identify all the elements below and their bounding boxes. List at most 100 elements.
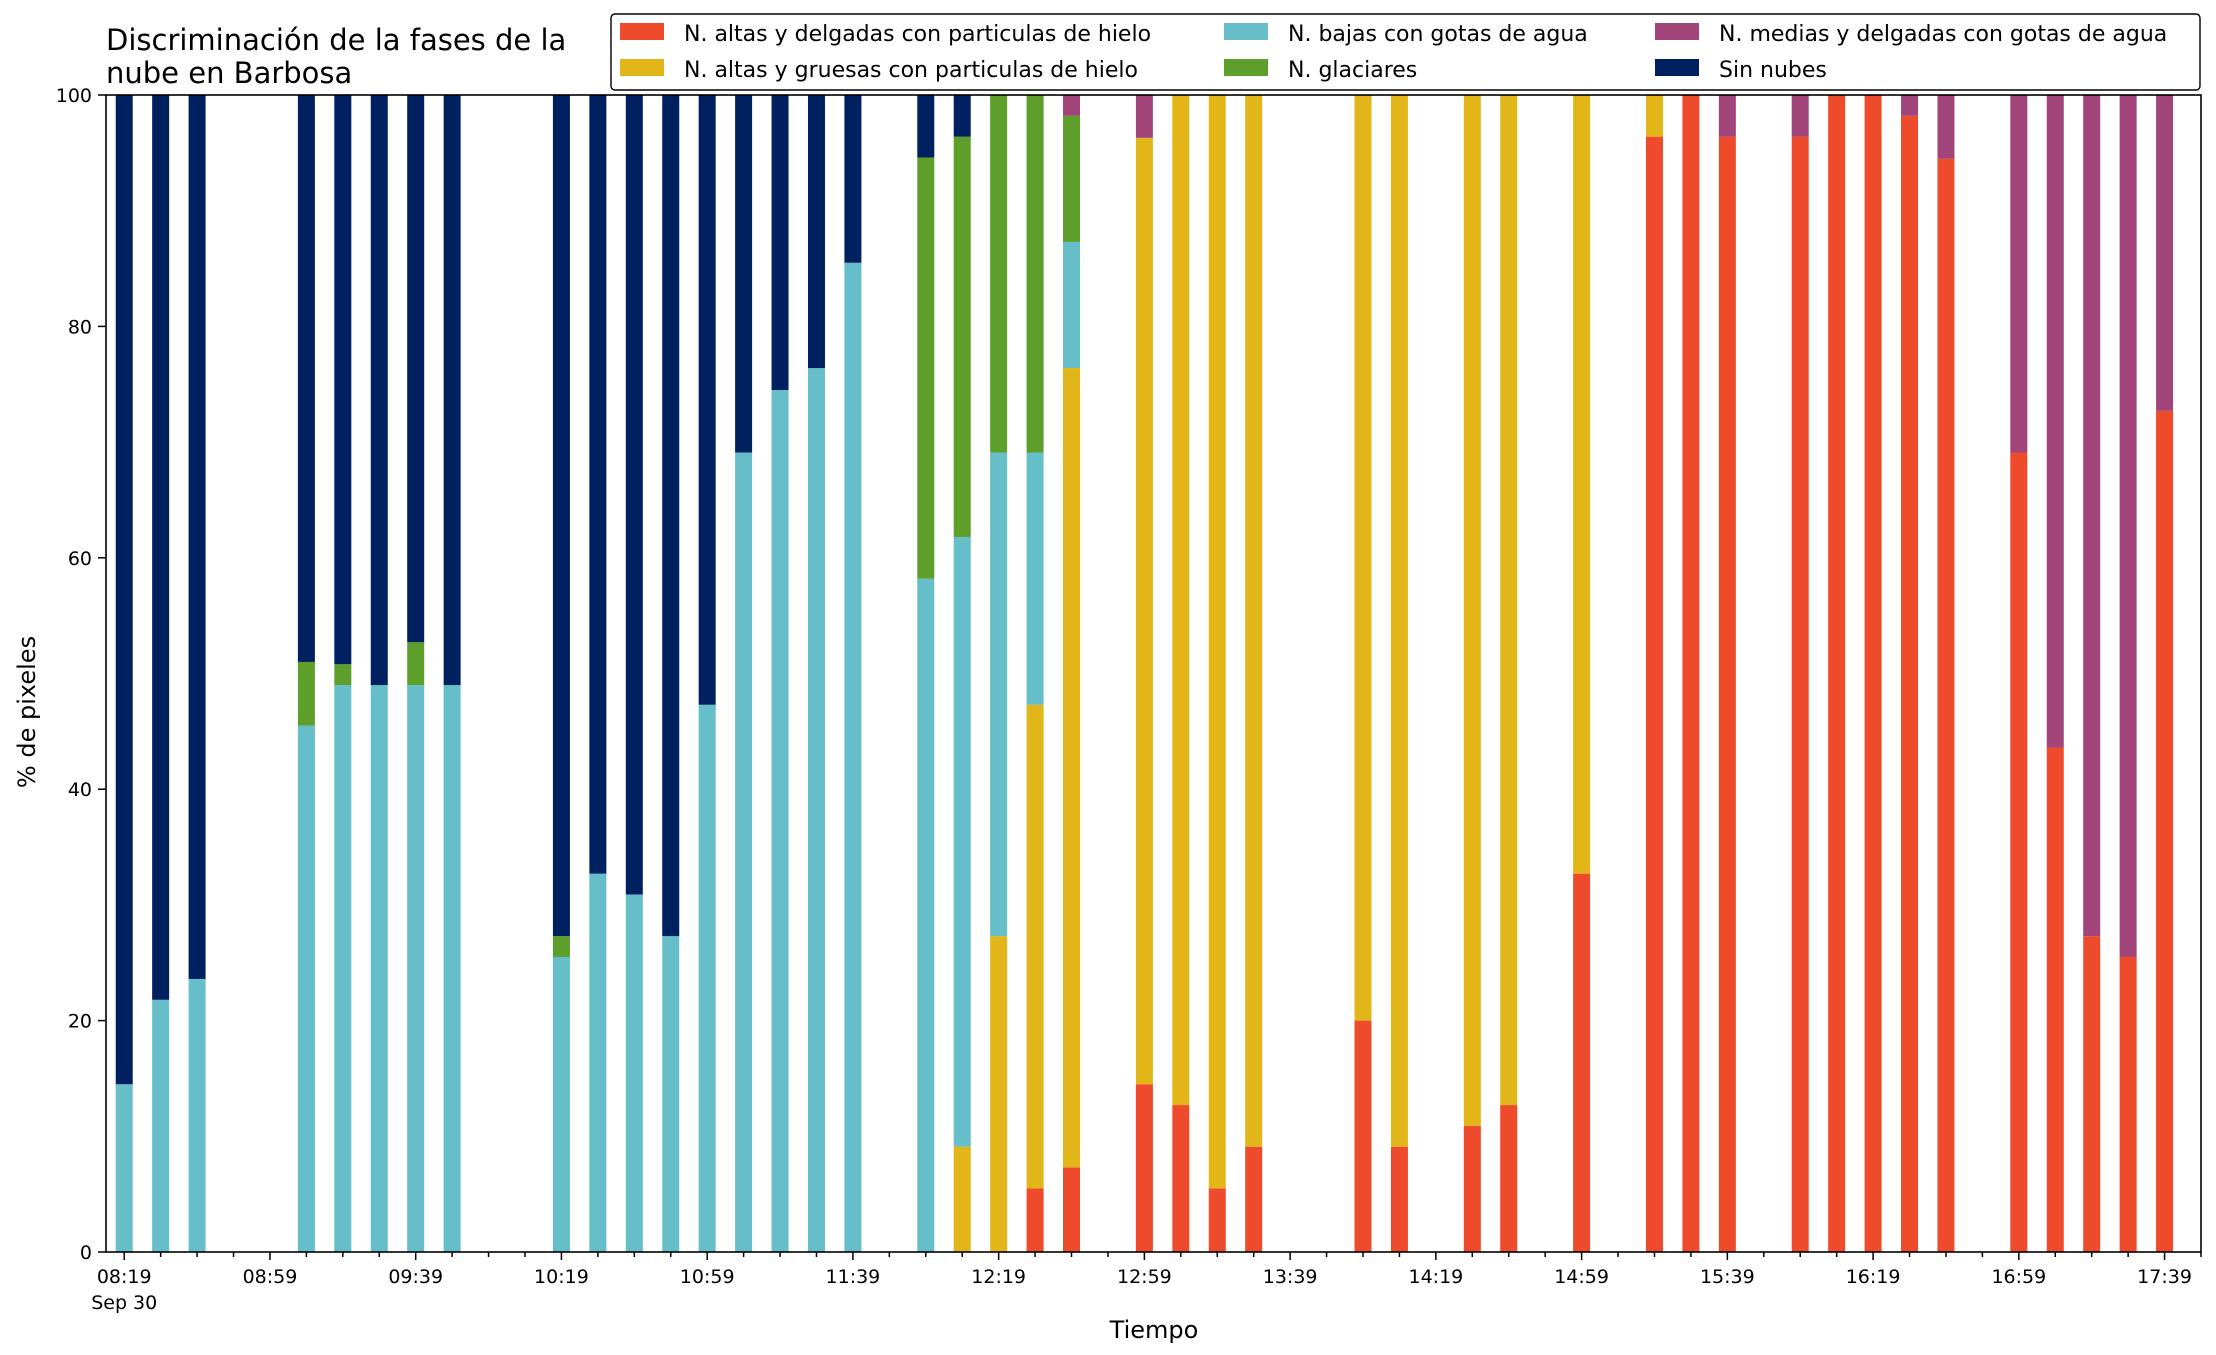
bar-0939-series-5	[407, 95, 425, 643]
bar-0819-series-5	[115, 95, 133, 1085]
x-tick-label: 14:59	[1554, 1266, 1609, 1288]
y-tick-label: 100	[56, 85, 92, 107]
bar-1719-series-4	[2083, 95, 2101, 937]
bar-1259-series-1	[1135, 137, 1153, 1085]
y-tick-label: 60	[68, 548, 92, 570]
legend-label: N. altas y delgadas con particulas de hi…	[684, 22, 1151, 47]
bar-1319-series-1	[1208, 95, 1226, 1189]
bar-1459-series-0	[1573, 873, 1591, 1252]
legend-label: N. glaciares	[1288, 58, 1417, 83]
bar-1029-series-5	[589, 95, 607, 874]
bar-1119-series-2	[771, 390, 789, 1252]
bar-1259-series-0	[1135, 1084, 1153, 1252]
x-tick-label: 14:19	[1408, 1266, 1463, 1288]
bar-1709-series-0	[2046, 747, 2064, 1252]
ticks-layer: 08:19 08:59 09:39 10:19 10:59 11:39 12:19 12:59…	[56, 85, 2202, 1314]
x-tick-label: 15:39	[1700, 1266, 1755, 1288]
bar-1539-series-4	[1718, 95, 1736, 137]
bar-0819-series-2	[115, 1084, 133, 1252]
legend-label: N. medias y delgadas con gotas de agua	[1719, 22, 2167, 47]
bar-1159-series-2	[917, 578, 935, 1252]
y-tick-label: 80	[68, 316, 92, 338]
bar-1239-series-2	[1063, 241, 1081, 369]
x-tick-label: 12:59	[1117, 1266, 1172, 1288]
bar-1229-series-1	[1026, 704, 1044, 1189]
bar-0919-series-5	[334, 95, 352, 665]
legend-box	[610, 13, 2201, 91]
bar-1309-series-1	[1172, 95, 1190, 1106]
chart-title-line-2: nube en Barbosa	[106, 56, 352, 90]
x-tick-label: 16:59	[1991, 1266, 2046, 1288]
bar-1129-series-2	[807, 368, 825, 1252]
legend-swatch	[620, 23, 664, 40]
bar-1629-series-4	[1901, 95, 1919, 116]
bar-1609-series-0	[1828, 95, 1846, 1252]
bar-1619-series-0	[1864, 95, 1882, 1252]
legend-swatch	[1655, 59, 1699, 76]
bar-1329-series-1	[1245, 95, 1263, 1147]
x-tick-label: 10:19	[534, 1266, 589, 1288]
bar-1049-series-5	[662, 95, 680, 937]
bar-1159-series-3	[917, 157, 935, 579]
bar-0939-series-3	[407, 642, 425, 686]
bar-1719-series-0	[2083, 936, 2101, 1252]
bar-1429-series-1	[1463, 95, 1481, 1126]
bar-1209-series-2	[953, 536, 971, 1147]
bar-1109-series-5	[735, 95, 753, 453]
x-tick-label: 09:39	[388, 1266, 443, 1288]
bar-1729-series-4	[2119, 95, 2137, 957]
bar-1019-series-2	[552, 956, 570, 1252]
bar-1439-series-0	[1500, 1105, 1518, 1252]
chart-title-line-1: Discriminación de la fases de la	[106, 23, 566, 57]
bar-1019-series-5	[552, 95, 570, 937]
bar-0949-series-2	[443, 685, 461, 1252]
bar-1739-series-0	[2156, 410, 2174, 1253]
bar-1529-series-0	[1682, 95, 1700, 1252]
bar-1359-series-0	[1354, 1020, 1372, 1252]
bar-1059-series-5	[698, 95, 716, 705]
bar-0919-series-3	[334, 664, 352, 686]
legend: N. altas y delgadas con particulas de hi…	[610, 13, 2201, 91]
x-tick-label: 16:19	[1846, 1266, 1901, 1288]
bar-0829-series-2	[152, 999, 170, 1252]
bar-1559-series-4	[1791, 95, 1809, 137]
bar-1739-series-4	[2156, 95, 2174, 411]
bar-1139-series-2	[844, 262, 862, 1252]
bar-1039-series-5	[625, 95, 643, 895]
bar-0919-series-2	[334, 685, 352, 1252]
bar-1139-series-5	[844, 95, 862, 263]
bar-1019-series-3	[552, 936, 570, 957]
bar-1209-series-1	[953, 1146, 971, 1252]
bar-1629-series-0	[1901, 115, 1919, 1252]
x-tick-label: 12:19	[971, 1266, 1026, 1288]
bar-0929-series-5	[370, 95, 388, 686]
legend-swatch	[1224, 23, 1268, 40]
bar-1409-series-1	[1390, 95, 1408, 1147]
bar-1129-series-5	[807, 95, 825, 369]
x-tick-label: 08:19	[97, 1266, 152, 1288]
bar-1039-series-2	[625, 894, 643, 1252]
bar-1209-series-3	[953, 136, 971, 537]
legend-swatch	[620, 59, 664, 76]
bar-1329-series-0	[1245, 1146, 1263, 1252]
bars-layer	[115, 95, 2174, 1253]
bar-1519-series-0	[1645, 136, 1663, 1253]
bar-0839-series-2	[188, 978, 206, 1252]
bar-1239-series-4	[1063, 95, 1081, 116]
bar-0939-series-2	[407, 685, 425, 1252]
bar-1659-series-4	[2010, 95, 2028, 453]
bar-0839-series-5	[188, 95, 206, 979]
bar-1229-series-2	[1026, 452, 1044, 705]
x-date-label: Sep 30	[91, 1292, 157, 1314]
bar-1519-series-1	[1645, 95, 1663, 137]
bar-1309-series-0	[1172, 1105, 1190, 1252]
bar-1709-series-4	[2046, 95, 2064, 748]
x-axis-title: Tiempo	[1109, 1316, 1199, 1344]
y-tick-label: 0	[80, 1242, 92, 1264]
bar-1119-series-5	[771, 95, 789, 391]
bar-1029-series-2	[589, 873, 607, 1252]
bar-1049-series-2	[662, 936, 680, 1252]
bar-1259-series-4	[1135, 95, 1153, 138]
bar-1219-series-3	[990, 95, 1008, 453]
legend-swatch	[1224, 59, 1268, 76]
